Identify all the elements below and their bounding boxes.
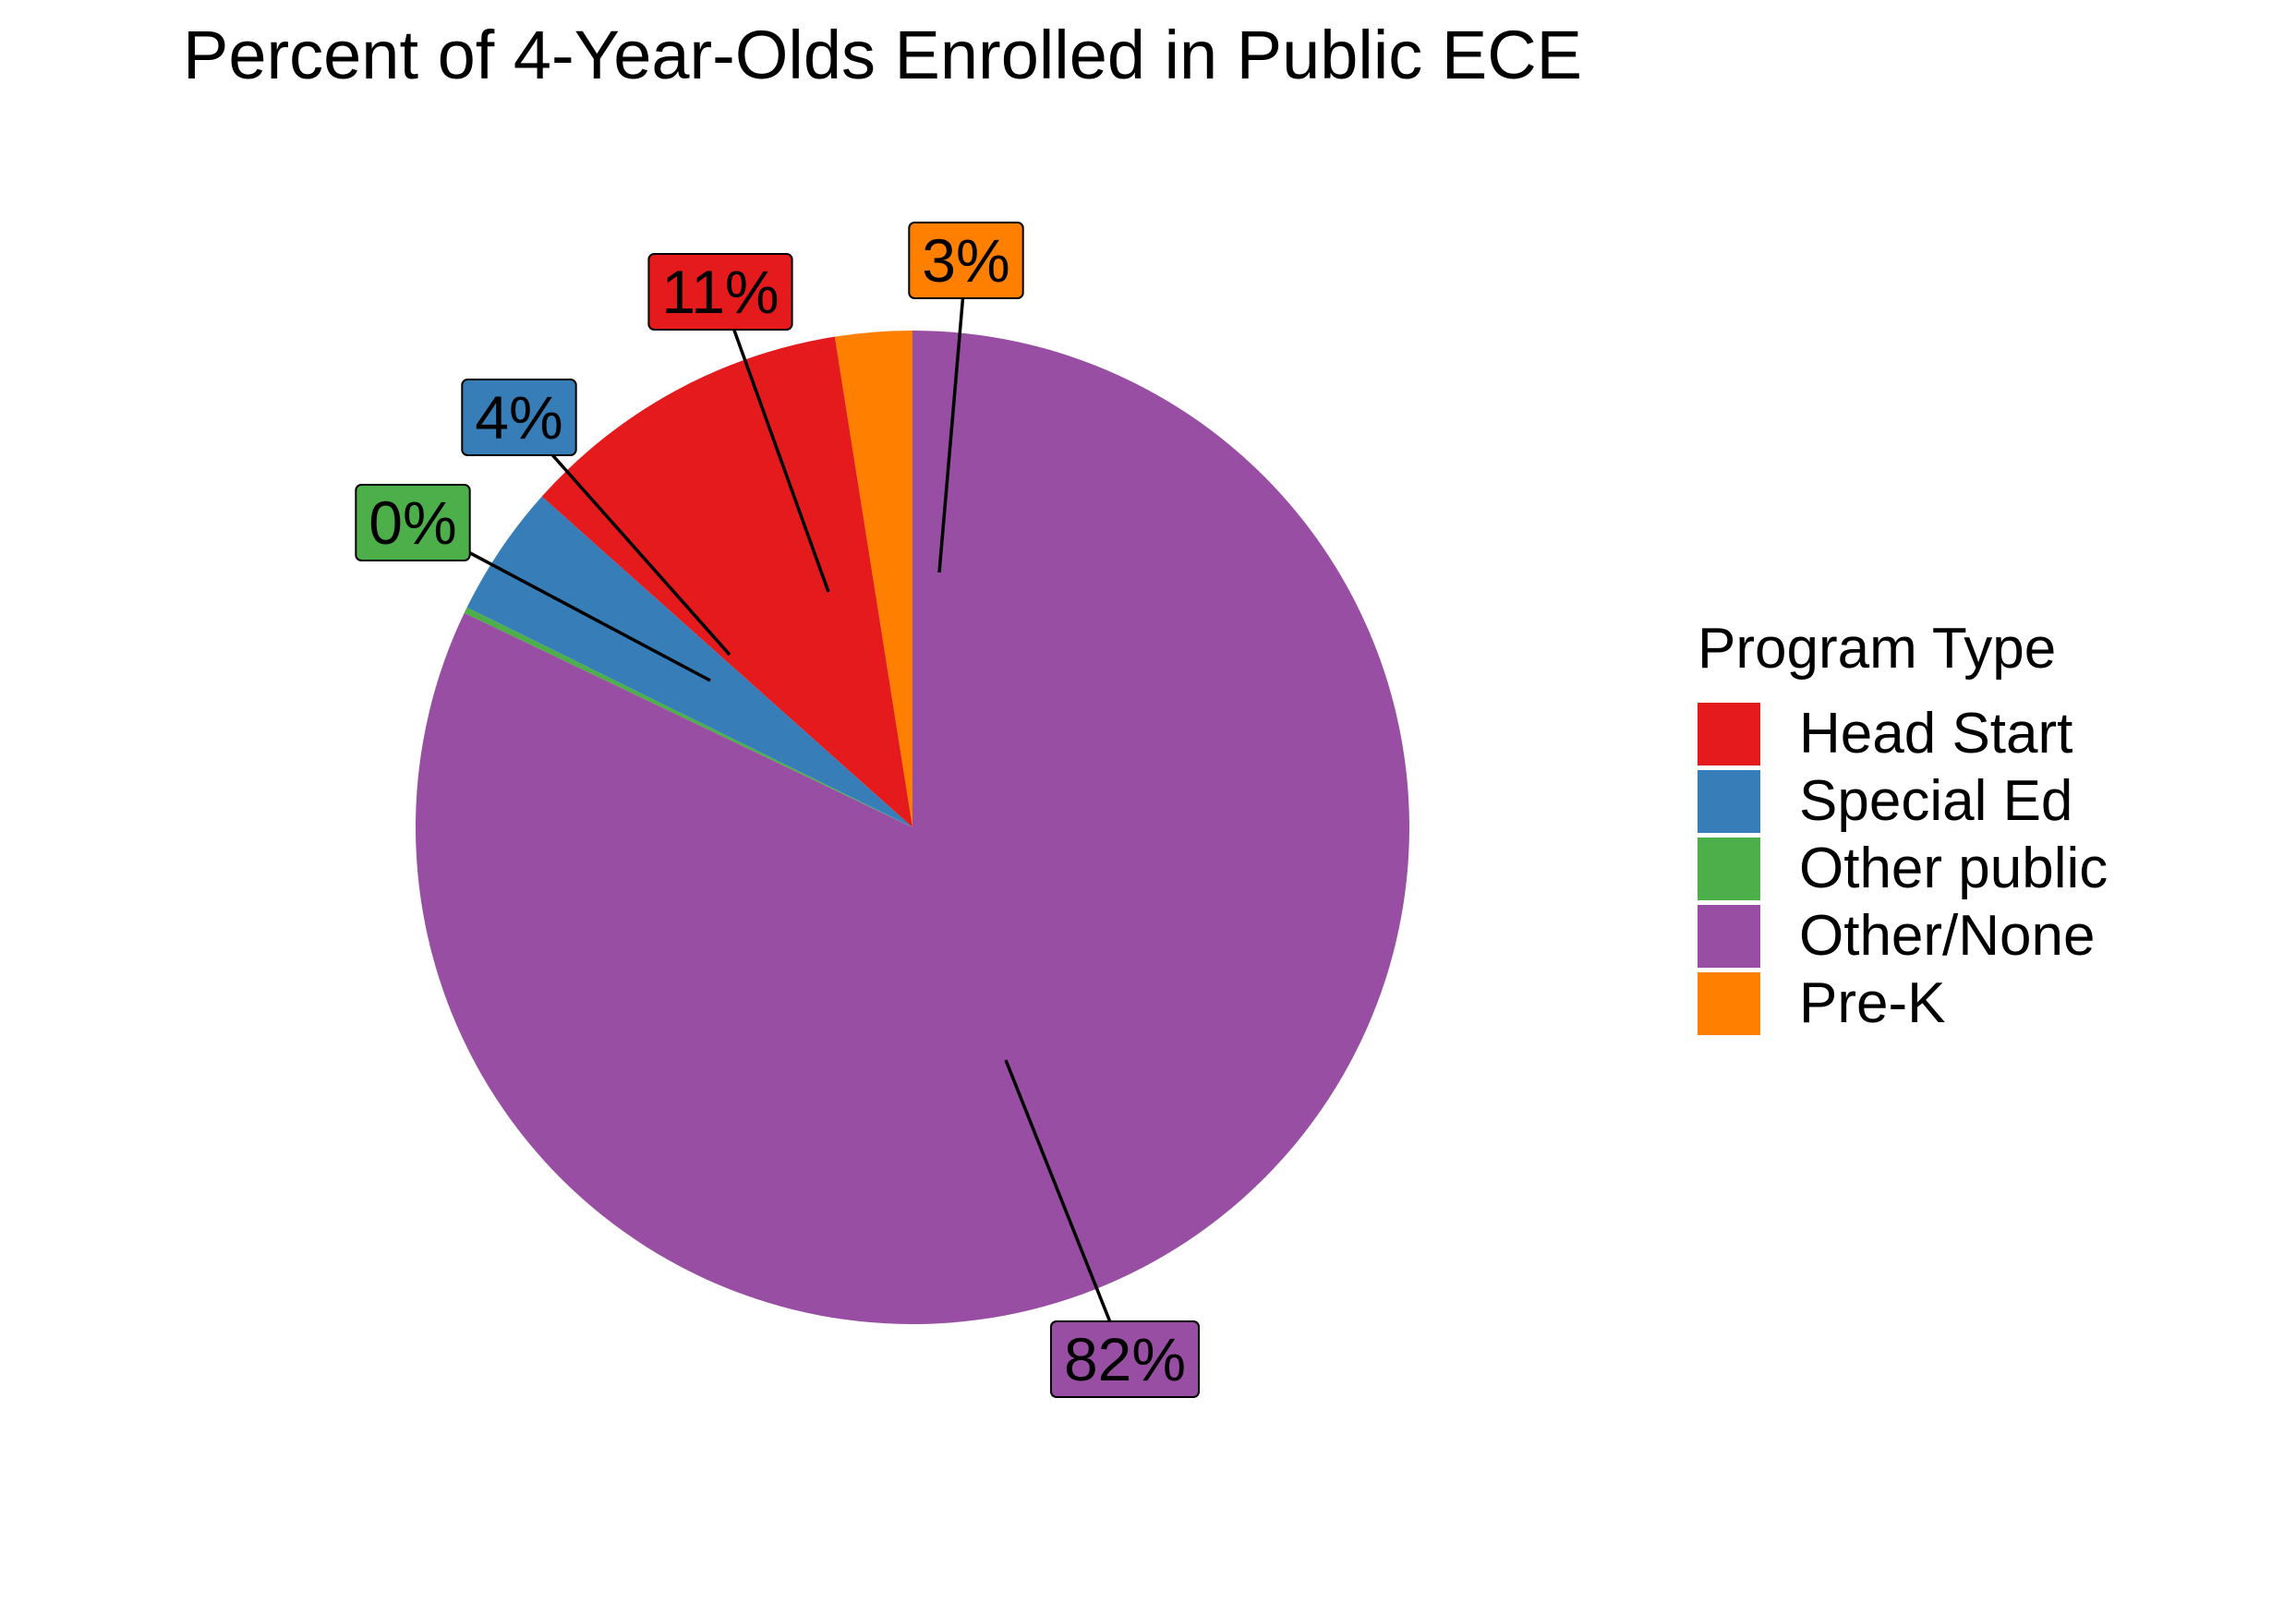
label-pre-k: 3% <box>908 222 1024 299</box>
legend-label-head-start: Head Start <box>1799 702 2073 765</box>
legend-item-special-ed: Special Ed <box>1698 767 2108 835</box>
legend-item-head-start: Head Start <box>1698 700 2108 767</box>
label-text-head-start: 11% <box>661 258 779 326</box>
pie-slices <box>416 331 1410 1325</box>
legend: Program Type Head Start Special Ed Other p… <box>1698 608 2108 1037</box>
label-text-other-public: 0% <box>369 488 456 557</box>
label-box-other-public <box>355 484 471 561</box>
legend-item-other-public: Other public <box>1698 835 2108 902</box>
legend-title: Program Type <box>1698 617 2057 681</box>
chart-title: Percent of 4-Year-Olds Enrolled in Publi… <box>183 17 1583 93</box>
label-other-public: 0% <box>355 484 471 561</box>
legend-label-other-none: Other/None <box>1799 904 2096 968</box>
slice-special-ed <box>466 496 912 827</box>
leader-head-start <box>719 291 830 593</box>
slice-labels: 3% 11% 4% 0% 82% <box>355 222 1201 1398</box>
slice-head-start <box>541 336 912 828</box>
legend-items: Head Start Special Ed Other public Other/No… <box>1698 700 2108 1037</box>
legend-key-other-public <box>1698 837 1760 900</box>
legend-key-pre-k <box>1698 971 1760 1035</box>
slice-pre-k <box>834 331 912 827</box>
legend-item-other-none: Other/None <box>1698 902 2108 970</box>
label-other-none: 82% <box>1049 1320 1201 1398</box>
leader-other-none <box>1004 1059 1127 1360</box>
legend-label-pre-k: Pre-K <box>1799 971 1946 1035</box>
label-box-head-start <box>647 253 793 331</box>
label-text-pre-k: 3% <box>922 226 1009 295</box>
legend-key-other-none <box>1698 904 1760 968</box>
label-box-pre-k <box>908 222 1024 299</box>
legend-key-special-ed <box>1698 769 1760 833</box>
label-text-special-ed: 4% <box>475 383 562 452</box>
legend-item-pre-k: Pre-K <box>1698 970 2108 1037</box>
leader-special-ed <box>517 416 731 657</box>
slice-other-none <box>416 331 1410 1325</box>
legend-label-other-public: Other public <box>1799 837 2109 900</box>
label-box-other-none <box>1049 1320 1201 1398</box>
label-head-start: 11% <box>647 253 793 331</box>
slice-other-public <box>464 607 912 827</box>
legend-label-special-ed: Special Ed <box>1799 769 2073 833</box>
label-text-other-none: 82% <box>1064 1325 1186 1393</box>
legend-key-head-start <box>1698 702 1760 765</box>
label-box-special-ed <box>461 379 577 456</box>
leader-pre-k <box>937 259 968 573</box>
label-special-ed: 4% <box>461 379 577 456</box>
